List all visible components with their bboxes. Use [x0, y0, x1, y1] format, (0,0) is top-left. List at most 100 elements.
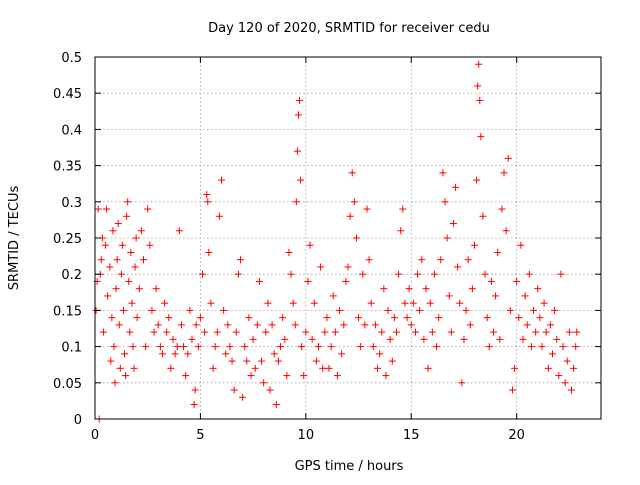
y-tick-label: 0.1	[61, 341, 82, 356]
data-point	[355, 314, 363, 322]
y-tick-label: 0.45	[53, 87, 82, 102]
data-point	[462, 306, 470, 314]
data-point	[416, 306, 424, 314]
data-point	[117, 270, 125, 278]
data-point	[152, 285, 160, 293]
data-point	[220, 306, 228, 314]
data-point	[344, 263, 352, 271]
data-point	[123, 212, 131, 220]
data-point	[572, 343, 580, 351]
data-point	[485, 343, 493, 351]
data-point	[331, 328, 339, 336]
data-point	[232, 328, 240, 336]
y-axis: 0 0.05 0.1 0.15 0.2 0.25 0.3 0.35 0.4 0.45 0.5	[53, 51, 601, 428]
data-point	[475, 60, 483, 68]
data-point	[298, 343, 306, 351]
data-point	[121, 350, 129, 358]
data-point	[359, 270, 367, 278]
data-point	[515, 314, 523, 322]
data-point	[285, 248, 293, 256]
data-point	[167, 364, 175, 372]
data-point	[466, 321, 474, 329]
data-point	[132, 234, 140, 242]
data-point	[137, 227, 145, 235]
data-point	[527, 343, 535, 351]
data-points	[92, 60, 581, 423]
data-point	[154, 321, 162, 329]
data-point	[115, 321, 123, 329]
data-point	[399, 205, 407, 213]
data-point	[430, 270, 438, 278]
data-point	[521, 292, 529, 300]
data-point	[365, 256, 373, 264]
data-point	[266, 386, 274, 394]
data-point	[306, 241, 314, 249]
data-point	[222, 350, 230, 358]
data-point	[264, 299, 272, 307]
data-point	[207, 299, 215, 307]
data-point	[401, 299, 409, 307]
data-point	[192, 321, 200, 329]
data-point	[253, 321, 261, 329]
data-point	[249, 335, 257, 343]
data-point	[226, 343, 234, 351]
data-point	[551, 306, 559, 314]
data-point	[129, 343, 137, 351]
data-point	[321, 328, 329, 336]
data-point	[302, 328, 310, 336]
data-point	[260, 379, 268, 387]
data-point	[296, 96, 304, 104]
data-point	[104, 292, 112, 300]
data-point	[392, 328, 400, 336]
data-point	[489, 328, 497, 336]
data-point	[534, 285, 542, 293]
data-point	[333, 372, 341, 380]
data-point	[272, 401, 280, 409]
chart-title: Day 120 of 2020, SRMTID for receiver ced…	[208, 21, 490, 36]
data-point	[293, 147, 301, 155]
data-point	[308, 335, 316, 343]
data-point	[542, 328, 550, 336]
data-point	[452, 183, 460, 191]
data-point	[544, 364, 552, 372]
data-point	[186, 306, 194, 314]
data-point	[279, 314, 287, 322]
data-point	[110, 343, 118, 351]
data-point	[473, 176, 481, 184]
data-point	[268, 321, 276, 329]
data-point	[112, 285, 120, 293]
x-tick-label: 15	[403, 428, 420, 443]
data-point	[454, 263, 462, 271]
data-point	[418, 256, 426, 264]
data-point	[106, 263, 114, 271]
data-point	[563, 357, 571, 365]
data-point	[538, 343, 546, 351]
data-point	[281, 335, 289, 343]
data-point	[447, 328, 455, 336]
data-point	[300, 372, 308, 380]
data-point	[513, 277, 521, 285]
data-point	[456, 299, 464, 307]
grid-lines	[95, 57, 601, 419]
data-point	[122, 372, 130, 380]
data-point	[367, 299, 375, 307]
data-point	[346, 212, 354, 220]
data-point	[338, 350, 346, 358]
data-point	[500, 169, 508, 177]
data-point	[107, 357, 115, 365]
data-point	[124, 198, 132, 206]
data-point	[119, 306, 127, 314]
data-point	[546, 321, 554, 329]
data-point	[530, 306, 538, 314]
data-point	[180, 343, 188, 351]
data-point	[573, 328, 581, 336]
data-point	[405, 285, 413, 293]
y-tick-label: 0.25	[53, 232, 82, 247]
data-point	[517, 241, 525, 249]
data-point	[494, 248, 502, 256]
data-point	[310, 299, 318, 307]
data-point	[218, 176, 225, 184]
data-point	[492, 292, 500, 300]
data-point	[287, 270, 295, 278]
data-point	[319, 364, 327, 372]
